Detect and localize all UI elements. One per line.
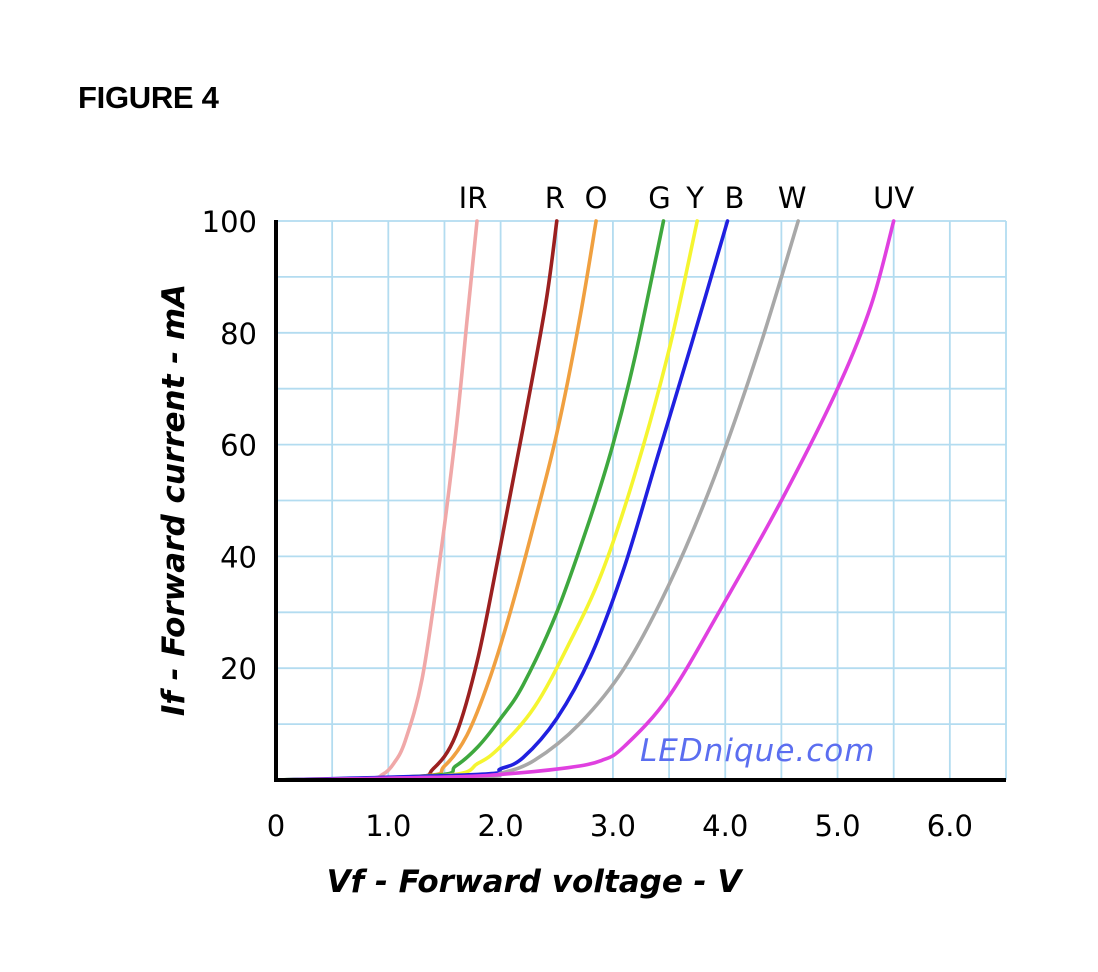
y-tick-label: 20 — [220, 652, 257, 686]
x-tick-label: 0 — [267, 809, 285, 843]
x-tick-label: 5.0 — [814, 809, 860, 843]
y-tick-label: 100 — [202, 205, 257, 239]
axes — [274, 220, 1006, 782]
x-tick-label: 3.0 — [590, 809, 636, 843]
x-tick-label: 4.0 — [702, 809, 748, 843]
series-line-uv — [274, 219, 896, 782]
y-axis-title: If - Forward current - mA — [156, 284, 192, 716]
y-tick-label: 60 — [220, 429, 257, 463]
x-tick-label: 1.0 — [365, 809, 411, 843]
series-label-b: B — [725, 181, 745, 215]
series-label-w: W — [778, 181, 807, 215]
series-label-g: G — [648, 181, 670, 215]
series-label-r: R — [545, 181, 565, 215]
tick-labels: 0 1.0 2.0 3.0 4.0 5.0 6.0 20 40 60 80 100 — [202, 205, 973, 843]
x-tick-label: 2.0 — [478, 809, 524, 843]
series-lines — [274, 219, 896, 782]
y-tick-label: 40 — [220, 540, 257, 574]
grid — [276, 220, 1007, 780]
watermark-text: LEDnique.com — [640, 733, 875, 769]
y-tick-label: 80 — [220, 317, 257, 351]
series-label-uv: UV — [873, 181, 914, 215]
x-axis-title: Vf - Forward voltage - V — [327, 864, 745, 900]
series-label-ir: IR — [459, 181, 488, 215]
figure-label: FIGURE 4 — [78, 80, 219, 115]
x-tick-label: 6.0 — [927, 809, 973, 843]
series-label-y: Y — [685, 181, 704, 215]
series-line-g — [274, 219, 666, 782]
series-line-y — [274, 219, 699, 782]
series-labels: IR R O G Y B W UV — [459, 181, 915, 215]
series-label-o: O — [585, 181, 608, 215]
